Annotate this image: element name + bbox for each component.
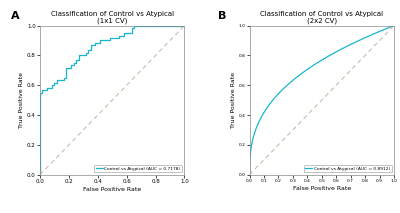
Control vs Atypical (AUC = 0.7178) xyxy=(38,104,42,106)
Y-axis label: True Positive Rate: True Positive Rate xyxy=(231,72,236,128)
Control vs Atypical (AUC = 0.8912) xyxy=(317,60,322,63)
Control vs Atypical (AUC = 0.7178) xyxy=(182,24,187,27)
Control vs Atypical (AUC = 0.7178) xyxy=(38,173,42,176)
Control vs Atypical (AUC = 0.8912) xyxy=(392,24,396,27)
Control vs Atypical (AUC = 0.8912) xyxy=(316,61,320,63)
Control vs Atypical (AUC = 0.7178) xyxy=(132,24,136,27)
Title: Classification of Control vs Atypical
(1x1 CV): Classification of Control vs Atypical (1… xyxy=(51,11,174,24)
Title: Classification of Control vs Atypical
(2x2 CV): Classification of Control vs Atypical (2… xyxy=(260,11,383,24)
Legend: Control vs Atypical (AUC = 0.8912): Control vs Atypical (AUC = 0.8912) xyxy=(304,165,392,173)
Control vs Atypical (AUC = 0.8912) xyxy=(388,26,393,28)
Control vs Atypical (AUC = 0.8912) xyxy=(247,173,252,176)
Y-axis label: True Positive Rate: True Positive Rate xyxy=(19,72,24,128)
Control vs Atypical (AUC = 0.7178) xyxy=(47,86,52,89)
Control vs Atypical (AUC = 0.7178) xyxy=(95,42,100,44)
Text: A: A xyxy=(11,11,20,21)
Legend: Control vs Atypical (AUC = 0.7178): Control vs Atypical (AUC = 0.7178) xyxy=(94,165,182,173)
Control vs Atypical (AUC = 0.7178) xyxy=(177,24,182,27)
Line: Control vs Atypical (AUC = 0.8912): Control vs Atypical (AUC = 0.8912) xyxy=(250,26,394,175)
X-axis label: False Positive Rate: False Positive Rate xyxy=(293,186,351,191)
Control vs Atypical (AUC = 0.8912) xyxy=(325,55,330,58)
Text: B: B xyxy=(218,11,226,21)
X-axis label: False Positive Rate: False Positive Rate xyxy=(83,187,141,192)
Control vs Atypical (AUC = 0.8912) xyxy=(333,51,338,53)
Control vs Atypical (AUC = 0.7178) xyxy=(81,54,86,57)
Control vs Atypical (AUC = 0.7178) xyxy=(165,24,170,27)
Control vs Atypical (AUC = 0.8912) xyxy=(366,35,370,38)
Line: Control vs Atypical (AUC = 0.7178): Control vs Atypical (AUC = 0.7178) xyxy=(40,26,184,175)
